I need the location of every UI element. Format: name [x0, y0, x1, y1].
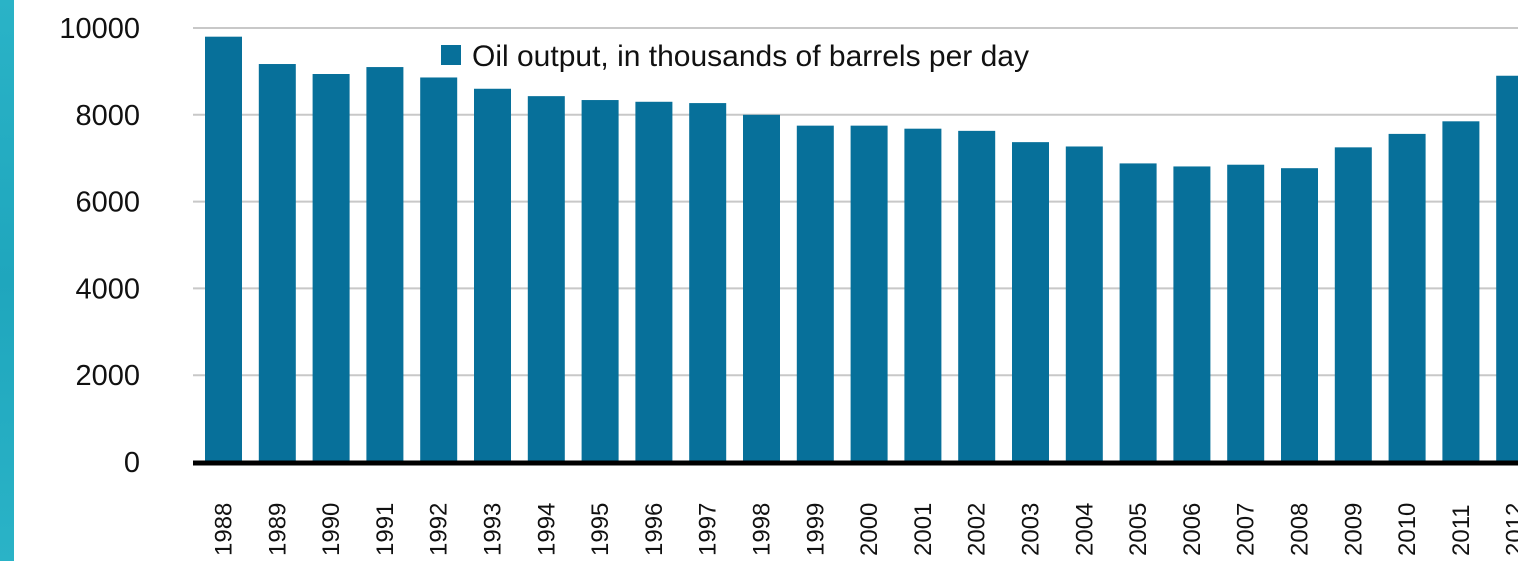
x-tick-label: 1990	[318, 503, 345, 556]
x-tick-label: 2000	[856, 503, 883, 556]
y-tick-label: 4000	[75, 273, 140, 305]
bar-1996	[635, 101, 673, 462]
legend-label: Oil output, in thousands of barrels per …	[472, 40, 1029, 73]
x-tick-label: 2012	[1502, 503, 1518, 556]
bars	[205, 36, 1518, 463]
y-tick-label: 6000	[75, 187, 140, 219]
bar-2006	[1173, 166, 1211, 463]
bar-2010	[1388, 133, 1426, 462]
x-axis-ticks: 1988 1989 1990 1991 1992 1993 1994 1995 1996 1997…	[211, 503, 1518, 556]
bar-2000	[850, 125, 888, 463]
y-tick-label: 8000	[75, 100, 140, 132]
x-tick-label: 1992	[426, 503, 453, 556]
x-tick-label: 1993	[480, 503, 507, 556]
bar-1988	[205, 36, 242, 463]
x-tick-label: 1994	[533, 503, 560, 556]
bar-2008	[1281, 168, 1318, 462]
x-tick-label: 2001	[910, 503, 937, 556]
bar-1989	[258, 64, 296, 462]
x-tick-label: 1997	[695, 503, 722, 556]
x-tick-label: 2003	[1018, 503, 1045, 556]
slide-accent-strip	[0, 0, 14, 561]
bar-1993	[474, 88, 511, 462]
bar-2009	[1334, 147, 1372, 462]
y-tick-label: 0	[124, 447, 140, 479]
bar-1999	[796, 125, 834, 463]
x-tick-label: 2007	[1233, 503, 1260, 556]
x-tick-label: 1991	[372, 503, 399, 556]
x-tick-label: 2006	[1179, 503, 1206, 556]
bar-1994	[527, 96, 565, 462]
x-tick-label: 1995	[587, 503, 614, 556]
x-tick-label: 2010	[1394, 503, 1421, 556]
bar-2012	[1496, 75, 1518, 463]
bar-1990	[312, 74, 350, 462]
x-tick-label: 1998	[749, 503, 776, 556]
legend-swatch	[441, 45, 461, 65]
legend: Oil output, in thousands of barrels per …	[441, 40, 1029, 73]
bar-1995	[581, 100, 619, 462]
bar-1991	[366, 67, 404, 462]
x-tick-label: 2002	[964, 503, 991, 556]
bar-1997	[689, 103, 727, 462]
bar-1998	[743, 114, 780, 463]
bar-2007	[1227, 164, 1265, 462]
x-tick-label: 1989	[264, 503, 291, 556]
bar-2011	[1442, 121, 1480, 462]
bar-1992	[420, 77, 458, 462]
y-tick-label: 10000	[59, 13, 140, 45]
x-tick-label: 2004	[1071, 503, 1098, 556]
x-tick-label: 1988	[211, 503, 238, 556]
x-tick-label: 2005	[1125, 503, 1152, 556]
bar-2005	[1119, 163, 1157, 462]
bar-2003	[1012, 142, 1049, 462]
x-tick-label: 1999	[802, 503, 829, 556]
x-tick-label: 2011	[1448, 504, 1475, 556]
y-tick-label: 2000	[75, 360, 140, 392]
bar-2001	[904, 128, 942, 463]
x-tick-label: 2009	[1340, 503, 1367, 556]
x-tick-label: 2008	[1287, 503, 1314, 556]
bar-2002	[958, 130, 996, 462]
y-axis-ticks: 0 2000 4000 6000 8000 10000	[59, 13, 140, 479]
bar-2004	[1065, 146, 1103, 462]
x-tick-label: 1996	[641, 503, 668, 556]
